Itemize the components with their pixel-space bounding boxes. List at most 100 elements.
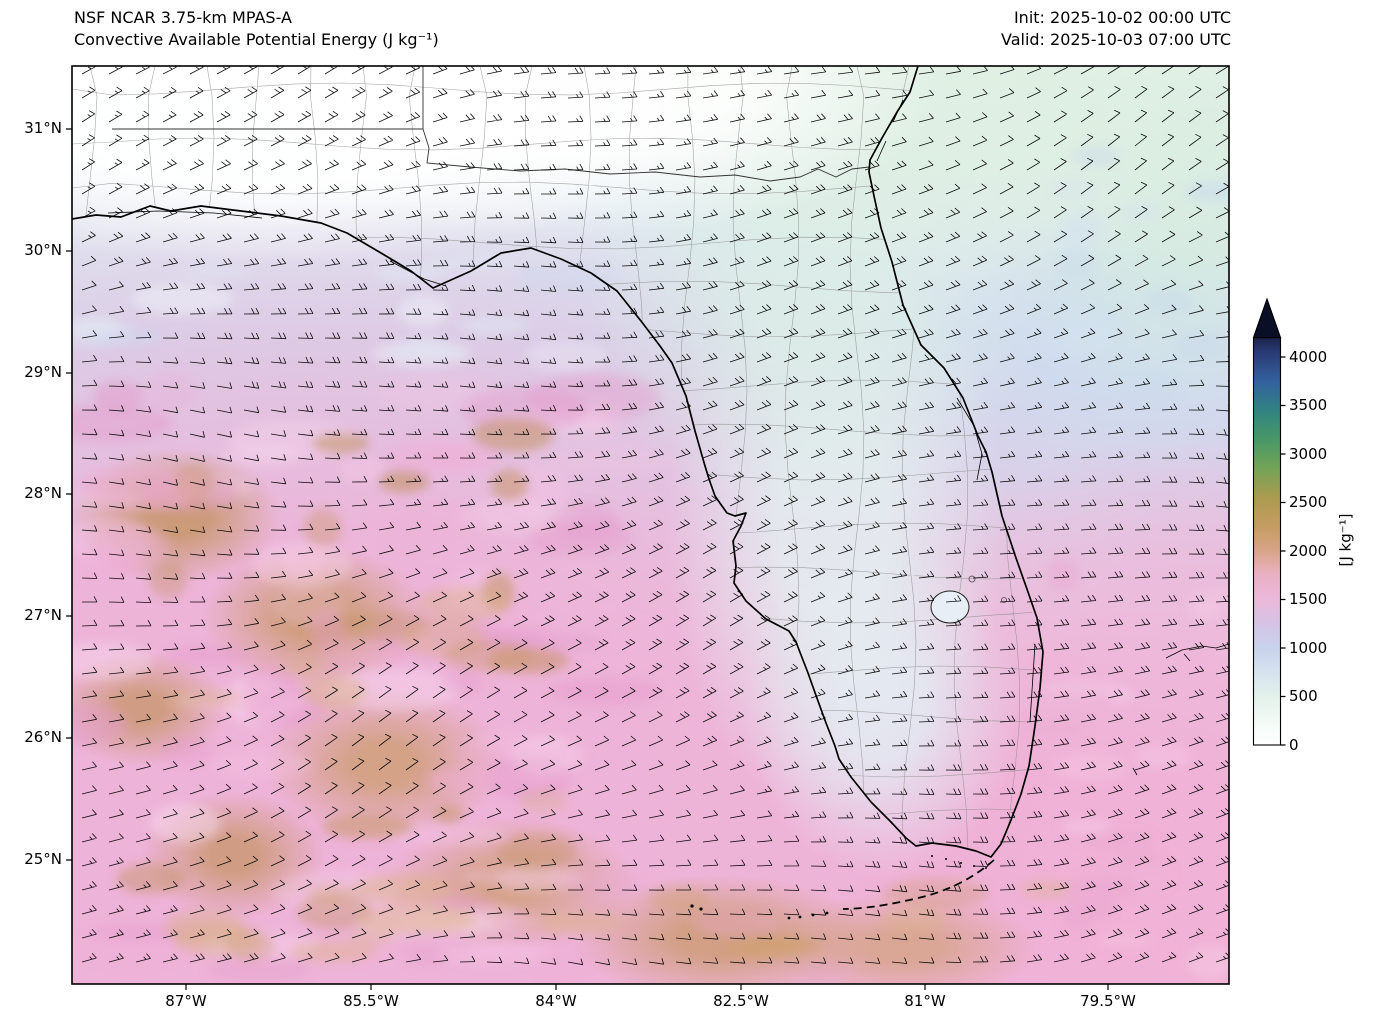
cape-blob (213, 749, 313, 780)
cape-blob (548, 444, 674, 476)
colorbar-tick-label: 1000 (1289, 638, 1328, 657)
cape-blob (296, 893, 373, 930)
cape-blob (1055, 250, 1097, 281)
cape-blob (515, 262, 622, 294)
cape-blob (182, 262, 250, 281)
cape-blob (1041, 678, 1120, 699)
cape-blob (433, 804, 465, 825)
cape-blob (1118, 200, 1163, 222)
cape-blob (158, 736, 213, 764)
cape-blob (347, 928, 395, 945)
ytick-label: 25°N (24, 850, 62, 868)
colorbar-tick-label: 2500 (1289, 493, 1328, 511)
ytick-label: 29°N (24, 363, 62, 381)
cape-blob (691, 910, 780, 937)
cape-blob (93, 380, 145, 411)
small-islands (690, 575, 1007, 920)
xtick-label: 79.5°W (1080, 992, 1136, 1010)
cape-blob (308, 608, 346, 649)
cape-blob (528, 520, 634, 557)
cape-blob (1144, 288, 1194, 315)
cape-blob (148, 560, 188, 599)
cape-blob (458, 315, 529, 336)
cape-blob (1106, 686, 1136, 705)
xtick-label: 85.5°W (343, 992, 399, 1010)
cape-blob (167, 645, 251, 667)
island-dot (690, 904, 694, 908)
colorbar-tick-label: 3000 (1289, 444, 1328, 463)
cape-blob (1127, 374, 1181, 402)
island-dot (787, 916, 791, 920)
island-dot (985, 867, 987, 869)
cape-blob (649, 887, 710, 911)
cape-blob (1186, 944, 1229, 980)
small-lake (968, 575, 976, 583)
cape-blob (372, 262, 443, 283)
cape-blob (164, 910, 246, 945)
cape-blob (403, 335, 446, 354)
cape-blob (353, 873, 452, 904)
field-title: Convective Available Potential Energy (J… (74, 30, 439, 50)
cape-blob (80, 463, 202, 512)
cape-blob (303, 508, 342, 548)
xtick-label: 82.5°W (713, 992, 769, 1010)
cape-blob (491, 468, 529, 502)
cape-blob (548, 677, 662, 706)
cape-blob (417, 585, 510, 623)
island-dot (960, 862, 962, 864)
cape-blob (284, 656, 322, 677)
header-left: NSF NCAR 3.75-km MPAS-A Convective Avail… (74, 7, 439, 52)
cape-blob (143, 369, 199, 412)
cape-blob (1175, 649, 1209, 683)
coastline (72, 66, 1044, 858)
colorbar-tick-label: 500 (1289, 687, 1318, 705)
cape-blob (311, 432, 370, 454)
init-time: Init: 2025-10-02 00:00 UTC (1013, 8, 1231, 27)
cape-blob (440, 671, 484, 693)
cape-blob (1062, 306, 1120, 346)
xtick-label: 87°W (165, 992, 207, 1010)
cape-blob (517, 789, 568, 812)
cape-blob (1068, 875, 1136, 900)
cape-blob (1046, 175, 1098, 202)
ytick-label: 27°N (24, 606, 62, 624)
small-lake (1001, 597, 1007, 603)
cape-blob (804, 962, 855, 979)
island-dot (699, 907, 703, 911)
cape-blob (173, 464, 214, 501)
island-dot (825, 911, 829, 915)
cape-blob (1134, 745, 1193, 770)
colorbar-tick-marks (1280, 356, 1286, 746)
colorbar-extend-arrow (1252, 297, 1282, 339)
cape-blob (1017, 718, 1088, 737)
cape-blob (555, 871, 641, 896)
cape-blob (471, 417, 555, 452)
cape-blob (498, 832, 577, 871)
ytick-label: 31°N (24, 119, 62, 137)
ytick-label: 26°N (24, 728, 62, 746)
cape-blob (149, 803, 221, 844)
cape-blob (378, 469, 430, 494)
axis-tick-marks (66, 128, 1109, 990)
cape-blob (510, 736, 584, 775)
cape-blob (1084, 831, 1155, 851)
model-title: NSF NCAR 3.75-km MPAS-A (74, 8, 292, 27)
cape-blob (1026, 651, 1075, 684)
cape-blob (443, 640, 534, 672)
colorbar-tick-label: 1500 (1289, 590, 1328, 608)
colorbar-tick-label: 0 (1289, 735, 1299, 754)
wind-barbs (81, 66, 1229, 966)
cape-blob (500, 911, 546, 938)
cape-blob (341, 610, 431, 640)
island-dot (945, 858, 947, 860)
colorbar-gradient (1252, 337, 1282, 746)
cape-blob (525, 340, 608, 372)
island-dot (931, 855, 933, 857)
cape-blob (535, 937, 597, 984)
cape-blob (1065, 209, 1104, 243)
cape-blob (1072, 145, 1121, 168)
cape-blob (1020, 880, 1074, 898)
cape-blob (116, 863, 185, 895)
cape-blob (72, 642, 154, 681)
